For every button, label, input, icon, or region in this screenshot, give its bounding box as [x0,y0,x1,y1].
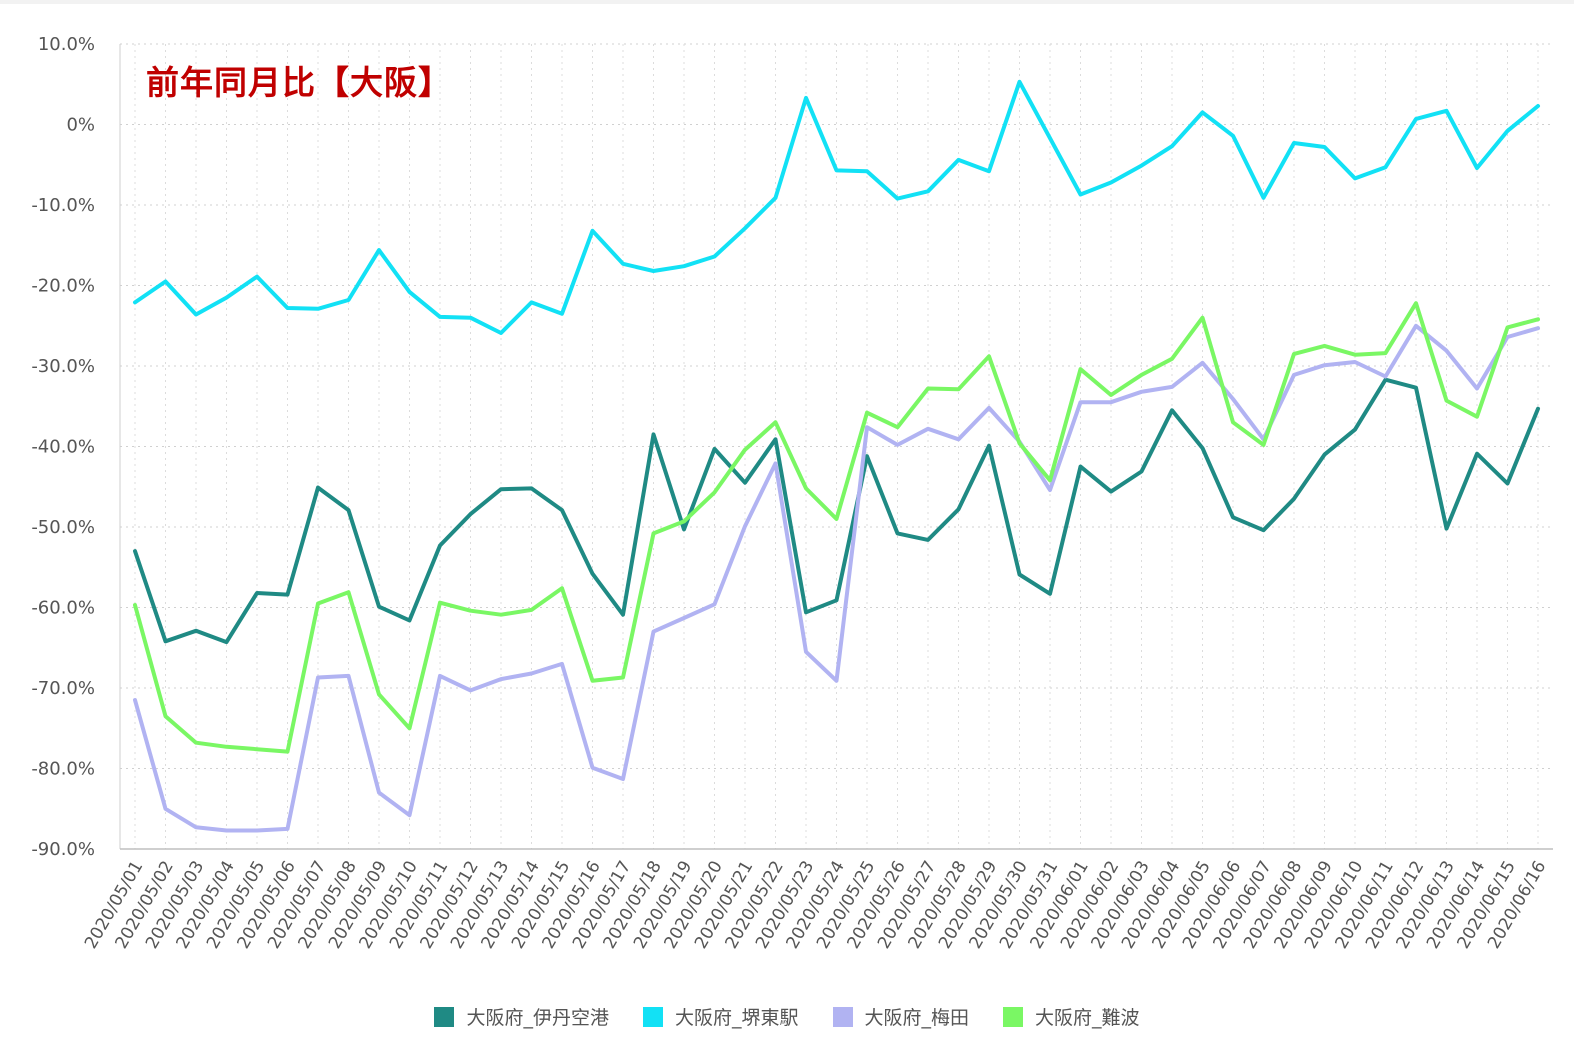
y-tick-label: 10.0% [38,34,95,55]
series-line-3[interactable] [133,301,1540,754]
series-lines [133,79,1540,833]
top-border [0,0,1574,4]
legend-swatch [1003,1006,1024,1027]
series-line-0[interactable] [133,377,1540,645]
legend-item-sakaihigashi[interactable]: 大阪府_堺東駅 [642,1003,799,1030]
line-chart: 10.0% 0% -10.0% -20.0% -30.0% -40.0% -50.0% -60… [31,34,1553,952]
legend-item-umeda[interactable]: 大阪府_梅田 [832,1003,970,1030]
y-tick-label: -30.0% [31,356,95,377]
legend-swatch [642,1006,663,1027]
legend-swatch [832,1006,853,1027]
legend-label: 大阪府_難波 [1035,1007,1140,1029]
grid-lines [120,43,1553,850]
legend-label: 大阪府_堺東駅 [674,1007,799,1029]
chart-title: 前年同月比【大阪】 [146,63,452,102]
legend-label: 大阪府_梅田 [864,1007,970,1029]
y-tick-label: -20.0% [31,276,95,297]
y-tick-label: -70.0% [31,678,95,699]
y-tick-label: -10.0% [31,195,95,216]
y-tick-label: -60.0% [31,598,95,619]
y-tick-label: -80.0% [31,759,95,780]
series-line-2[interactable] [133,323,1540,833]
y-tick-label: -40.0% [31,437,95,458]
y-axis: 10.0% 0% -10.0% -20.0% -30.0% -40.0% -50.0% -60… [31,34,121,860]
x-axis: 2020/05/012020/05/022020/05/032020/05/04… [81,848,1553,952]
y-tick-label: -50.0% [31,517,95,538]
legend-item-namba[interactable]: 大阪府_難波 [1003,1003,1140,1030]
y-tick-label: 0% [66,115,95,136]
legend: 大阪府_伊丹空港 大阪府_堺東駅 大阪府_梅田 大阪府_難波 [0,1003,1574,1030]
y-tick-label: -90.0% [31,839,95,860]
series-line-1[interactable] [133,79,1540,335]
legend-label: 大阪府_伊丹空港 [466,1007,609,1029]
legend-swatch [434,1006,455,1027]
legend-item-itami[interactable]: 大阪府_伊丹空港 [434,1003,609,1030]
